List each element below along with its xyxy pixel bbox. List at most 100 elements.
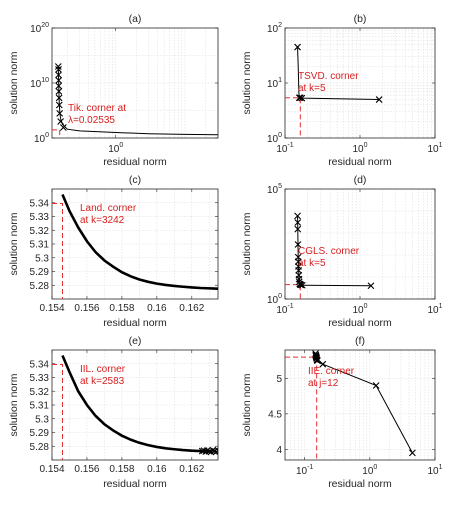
y-tick-label: 105 (267, 183, 282, 196)
data-point (57, 118, 65, 125)
data-point (294, 225, 302, 233)
data-point (59, 124, 67, 131)
panel-title: (f) (355, 335, 365, 347)
corner-annotation: TSVD. corner at k=5 (298, 71, 359, 94)
grid (52, 28, 218, 138)
x-tick-label: 101 (427, 303, 442, 316)
y-tick-label: 1020 (30, 22, 49, 35)
data-point (298, 94, 306, 102)
y-tick-label: 5.33 (30, 212, 50, 223)
y-tick-label: 5.29 (30, 267, 50, 278)
y-tick-label: 102 (267, 22, 282, 35)
y-tick-label: 100 (267, 293, 282, 306)
data-point (409, 449, 416, 457)
x-tick-label: 10-1 (276, 303, 293, 316)
y-axis-label: solution norm (8, 373, 20, 436)
y-axis-label: solution norm (241, 51, 253, 114)
data-point (55, 82, 63, 90)
data-point (375, 96, 383, 103)
y-tick-label: 5.31 (30, 401, 50, 412)
x-tick-label: 0.162 (179, 464, 204, 475)
panel-f: 10-1 100 101 4 4.5 5 (f) residual norm solution … (241, 335, 443, 490)
x-tick-label: 0.156 (74, 464, 99, 475)
data-point (297, 281, 305, 289)
data-point (319, 360, 327, 368)
y-axis-label: solution norm (8, 212, 20, 275)
y-tick-label: 5 (276, 374, 282, 385)
grid (52, 350, 218, 460)
data-point (214, 447, 218, 455)
data-point (55, 101, 63, 109)
x-tick-label: 0.158 (109, 464, 134, 475)
data-point (294, 43, 301, 51)
y-tick-label: 100 (267, 132, 282, 145)
data-point (298, 281, 306, 289)
data-point (294, 241, 302, 248)
data-point (294, 212, 301, 220)
y-tick-label: 5.28 (30, 442, 50, 453)
panel-a: 100 100 1010 1020 (a) residual norm solution n… (8, 13, 219, 168)
corner-guide (52, 129, 61, 138)
y-tick-label: 5.3 (35, 253, 49, 264)
x-axis-label: residual norm (328, 317, 392, 329)
data-point (204, 446, 211, 454)
y-tick-label: 100 (34, 132, 49, 145)
corner-annotation: Land. corner at k=3242 (80, 203, 137, 226)
x-tick-label: 10-1 (296, 464, 313, 477)
y-axis-label: solution norm (8, 51, 20, 114)
data-point (55, 65, 62, 73)
x-tick-label: 0.158 (109, 303, 134, 314)
y-tick-label: 5.32 (30, 387, 50, 398)
data-point (294, 219, 302, 226)
panel-title: (d) (354, 174, 367, 186)
corner-annotation: CGLS. corner at k=5 (298, 246, 360, 269)
x-tick-label: 0.162 (179, 303, 204, 314)
x-tick-label: 0.154 (39, 464, 64, 475)
panel-title: (a) (129, 13, 142, 25)
corner-annotation: IIE. corner at j=12 (308, 366, 355, 389)
y-tick-label: 4.5 (268, 409, 282, 420)
x-tick-label: 100 (362, 464, 377, 477)
y-tick-label: 101 (267, 77, 282, 90)
corner-annotation: IIL. corner at k=2583 (80, 364, 126, 387)
panel-title: (c) (129, 174, 141, 186)
axes-box (284, 349, 436, 461)
y-tick-label: 1010 (30, 77, 49, 90)
panel-c: 0.154 0.156 0.158 0.16 0.162 5.28 5.29 5.3 5.31 5… (8, 174, 219, 329)
panel-title: (e) (129, 335, 142, 347)
corner-guide (52, 363, 63, 460)
data-point (367, 282, 375, 290)
x-tick-label: 100 (352, 303, 367, 316)
y-tick-label: 5.31 (30, 240, 50, 251)
y-tick-label: 5.33 (30, 373, 50, 384)
x-tick-label: 0.156 (74, 303, 99, 314)
y-tick-label: 5.29 (30, 428, 50, 439)
data-point (56, 109, 64, 117)
x-tick-label: 0.16 (147, 464, 167, 475)
x-axis-label: residual norm (103, 156, 167, 168)
grid (52, 189, 218, 299)
data-point (313, 355, 321, 362)
data-point (55, 76, 63, 84)
data-point (314, 357, 321, 365)
y-axis-label: solution norm (241, 212, 253, 275)
y-axis-label: solution norm (241, 373, 253, 436)
corner-guide (285, 97, 301, 138)
y-tick-label: 5.32 (30, 226, 50, 237)
data-point (55, 71, 62, 79)
x-tick-label: 101 (427, 464, 442, 477)
x-tick-label: 100 (108, 142, 123, 155)
x-tick-label: 10-1 (276, 142, 293, 155)
x-axis-label: residual norm (328, 478, 392, 490)
y-tick-label: 4 (276, 445, 282, 456)
x-tick-label: 0.16 (147, 303, 167, 314)
x-axis-label: residual norm (328, 156, 392, 168)
data-point (372, 382, 380, 389)
data-point (216, 448, 218, 455)
panel-title: (b) (354, 13, 367, 25)
data-point (54, 63, 62, 70)
x-axis-label: residual norm (103, 317, 167, 329)
corner-guide (52, 202, 63, 299)
